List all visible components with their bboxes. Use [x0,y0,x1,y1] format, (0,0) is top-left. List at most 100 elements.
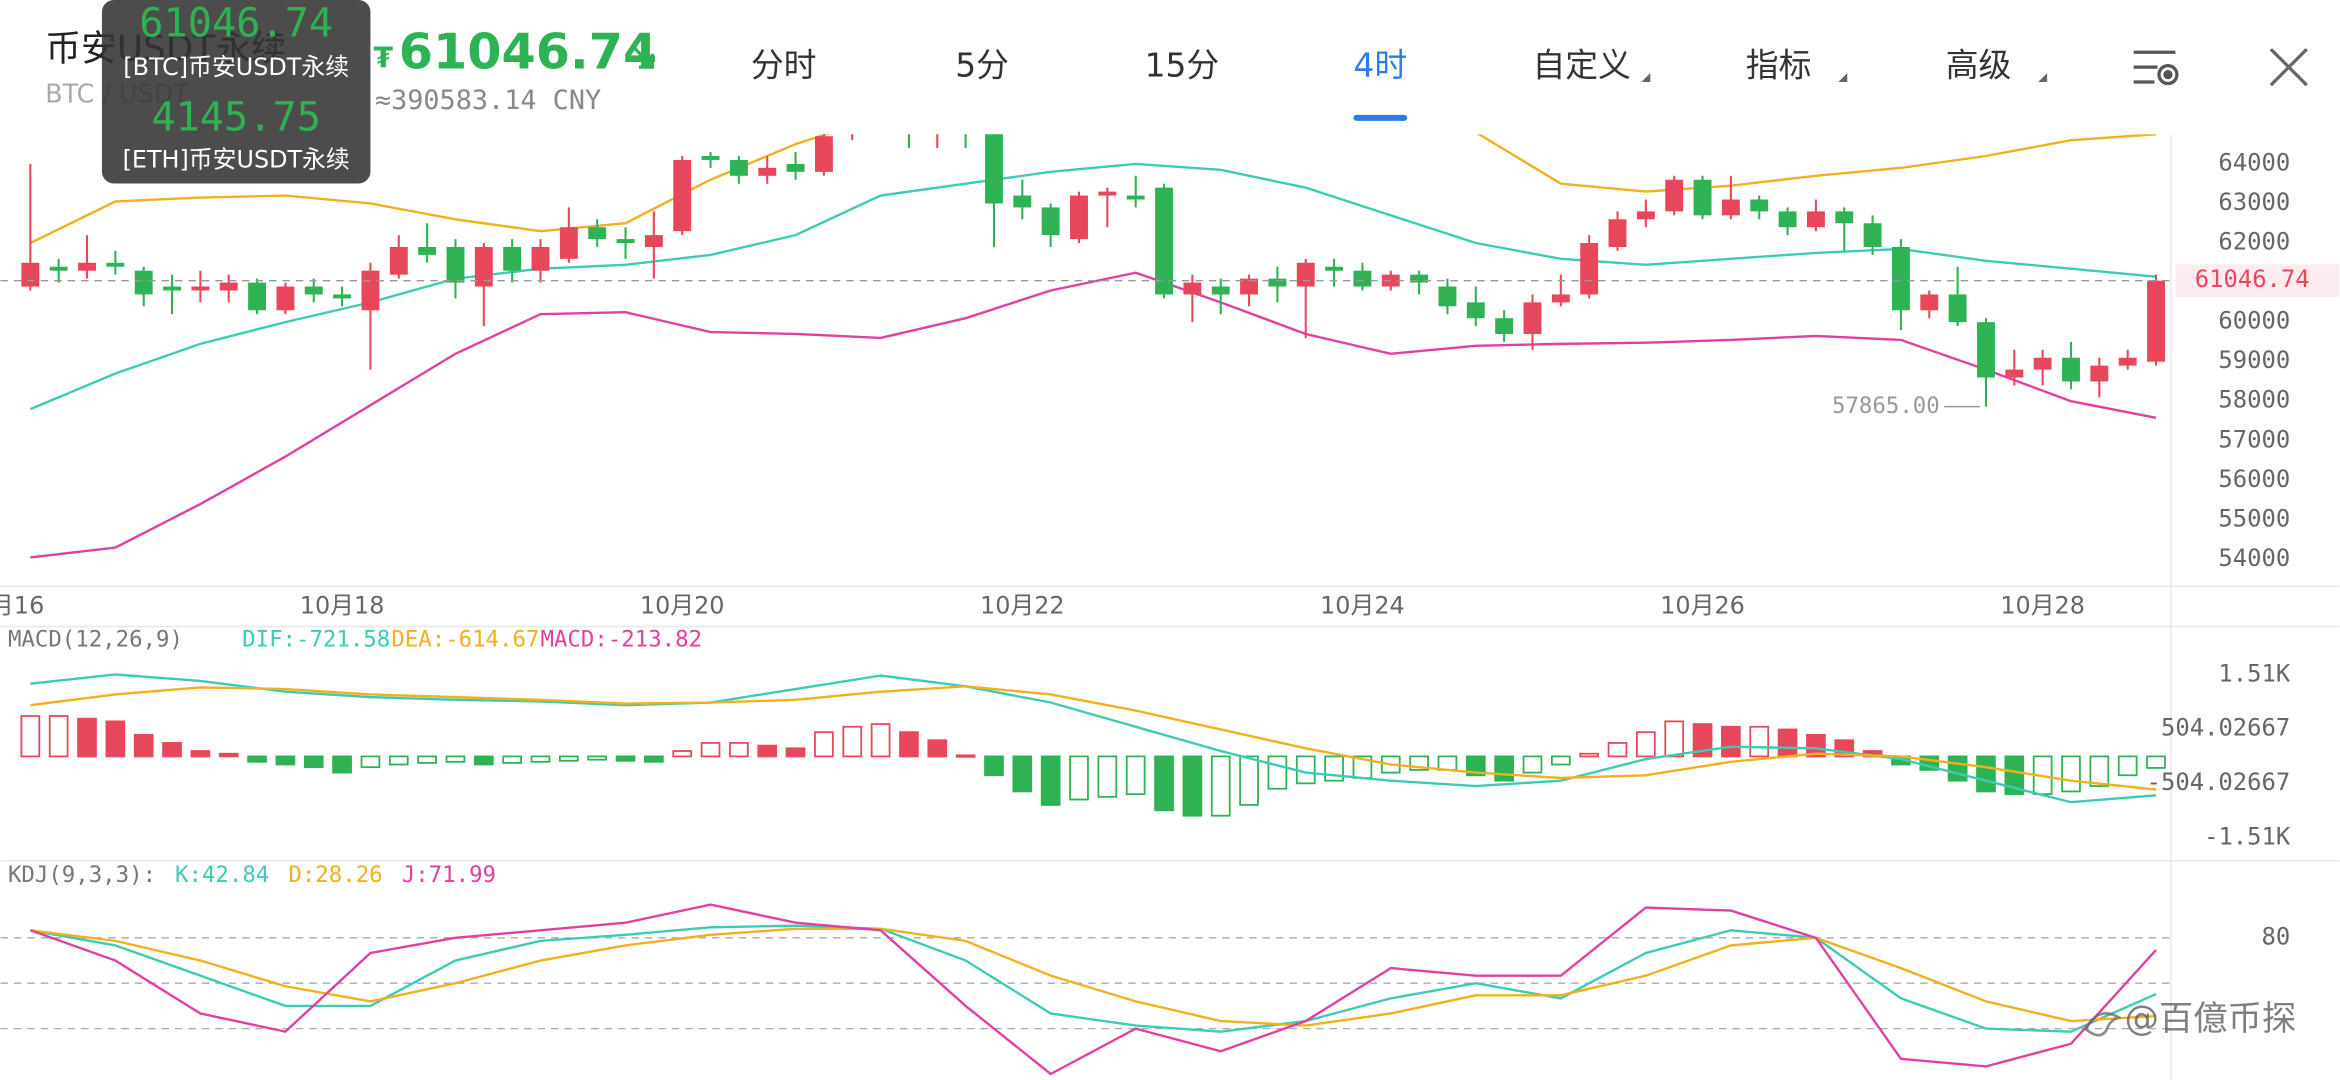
indicator-line [30,673,2157,804]
macd-bar [1664,720,1685,758]
macd-bar [615,755,636,762]
candle-body [1296,262,1315,287]
candle-body [1948,294,1967,323]
candle-body [985,134,1003,204]
candle-body [1325,266,1344,271]
candle-body [134,270,153,295]
tab[interactable]: 5分 [955,47,1009,85]
price-tooltip[interactable]: 61046.74 [BTC]币安USDT永续 4145.75 [ETH]币安US… [101,0,371,184]
macd-bar [162,742,182,758]
y-tick-label: -504.02667 [2147,768,2291,796]
macd-bar [814,731,834,758]
y-tick-label: 60000 [2218,307,2290,335]
legend-label: DEA:-614.67 [391,626,539,652]
candle-body [1693,179,1712,216]
cny-price: ≈390583.14 CNY [375,85,601,116]
candle-body [1551,294,1570,303]
candle-body [1041,207,1060,236]
macd-bar [1437,755,1458,771]
candle-body [1126,195,1145,200]
macd-bar [1579,752,1600,758]
tooltip-price: 61046.74 [139,0,333,46]
macd-bar [1210,755,1231,817]
tab[interactable]: 分时 [751,47,817,85]
indicator-line [30,927,2157,1027]
tab[interactable]: 4时 [1353,47,1407,85]
candle-body [1778,211,1797,228]
x-tick-label: 10月16 [0,592,44,620]
candle-body [78,262,96,271]
macd-bar [1097,755,1118,798]
charts: 5400055000560005700058000590006000061000… [0,134,2340,1076]
last-price: 61046.74 [399,23,657,81]
macd-bar [1154,755,1174,812]
candle-body [333,294,352,299]
macd-bar [360,755,381,769]
candle-body [814,136,833,172]
candle-body [1636,211,1655,220]
candle-body [1920,294,1939,311]
tooltip-price: 4145.75 [151,94,321,140]
y-tick-label: 58000 [2218,386,2290,414]
y-tick-label: 80 [2262,922,2291,950]
macd-bar [417,755,437,764]
tab[interactable]: 15分 [1145,47,1220,85]
indicator-line [29,903,2157,1076]
x-tick-label: 10月18 [300,592,385,620]
tab[interactable]: 高级 [1946,47,2012,85]
indicator-line [29,162,2157,411]
low-label: 57865.00 [1832,393,1940,419]
y-tick-label: 504.02667 [2161,714,2290,742]
macd-bar [133,733,154,758]
x-tick-label: 10月28 [2000,592,2085,620]
candle-body [304,286,323,295]
macd-bar [1522,755,1543,774]
y-tick-label: 57000 [2218,425,2290,453]
candle-body [1353,270,1372,287]
macd-bar [1947,755,1968,782]
macd-bar [984,755,1004,777]
macd-bar [1607,742,1628,758]
macd-bar [2004,755,2025,796]
candle-body [1835,211,1854,224]
candle-body [2033,357,2052,370]
y-tick-label: 62000 [2218,228,2290,256]
macd-bar [1040,755,1061,806]
tab[interactable]: 指标 [1746,47,1812,85]
candle-body [729,159,748,176]
macd-bar [332,755,352,774]
settings-icon[interactable] [2133,50,2179,86]
macd-bar [388,755,409,766]
active-tab-indicator [1353,114,1408,121]
macd-bar [1692,723,1713,758]
candle-body [616,239,635,244]
y-tick-label: 54000 [2218,544,2290,572]
candle-body [1863,223,1882,247]
macd-bar [303,755,324,769]
macd-bar [1125,755,1146,796]
candle-body [1665,179,1684,212]
last-price-tag [2175,264,2340,298]
x-tick-label: 10月22 [980,592,1065,620]
currency-symbol: ₮ [373,42,393,75]
legend-label: MACD:-213.82 [540,626,702,652]
macd-bar [1806,733,1826,758]
candle-body [1977,322,1995,378]
legend-label: J:71.99 [402,862,496,888]
candle-body [1098,191,1117,196]
macd-bar [1636,731,1656,758]
macd-bar [2089,755,2110,787]
tooltip-market: [ETH]币安USDT永续 [123,146,350,174]
macd-bar [445,755,466,763]
candle-body [1806,211,1825,228]
tab[interactable]: 自定义 [1533,47,1631,85]
candle-body [1211,286,1230,295]
macd-bar [48,715,69,758]
close-icon[interactable] [2269,48,2308,87]
candle-body [1608,219,1627,247]
candle-body [2090,365,2109,382]
candle-body [1155,187,1173,295]
candle-body [49,266,68,271]
candle-body [1891,246,1910,311]
candle-body [191,286,210,291]
